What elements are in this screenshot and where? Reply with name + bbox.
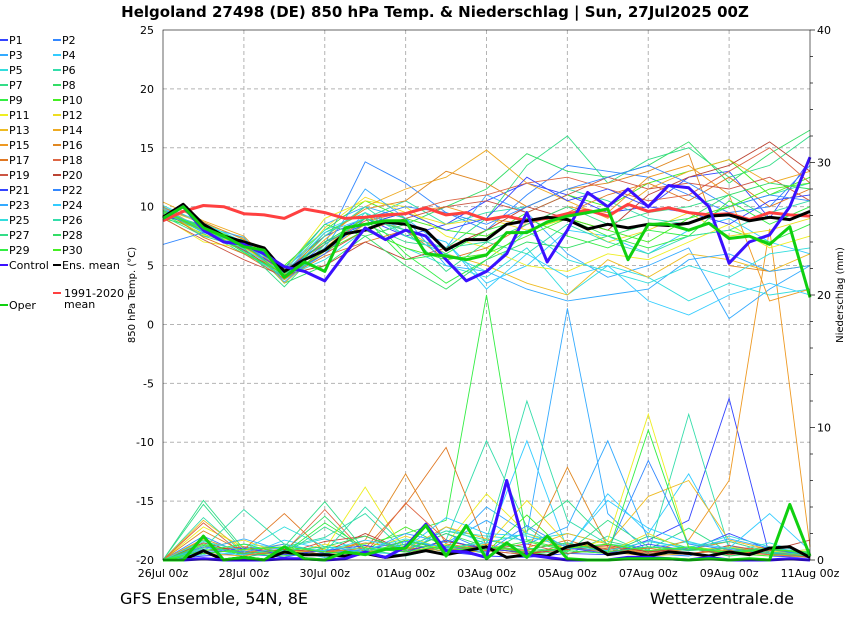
legend-label: P3	[9, 49, 23, 62]
temp-line-oper	[162, 205, 812, 298]
x-tick-label: 01Aug 00z	[376, 567, 435, 580]
x-tick-label: 07Aug 00z	[619, 567, 678, 580]
legend-label: 1991-2020 mean	[64, 287, 124, 311]
legend-label: P14	[62, 124, 83, 137]
y-right-tick-label: 40	[817, 24, 831, 37]
x-tick-label: 26Jul 00z	[138, 567, 189, 580]
y-tick-label: 15	[140, 142, 154, 155]
temp-line-ens-mean	[162, 202, 811, 273]
legend-label: P12	[62, 109, 83, 122]
legend-label: P1	[9, 34, 23, 47]
temp-line-p27	[162, 194, 811, 288]
legend-label: P22	[62, 184, 83, 197]
legend-label: P10	[62, 94, 83, 107]
legend-label: P8	[62, 79, 76, 92]
legend-label: Control	[9, 259, 49, 272]
legend-label: P13	[9, 124, 30, 137]
legend-label: P18	[62, 154, 83, 167]
x-tick-label: 09Aug 00z	[700, 567, 759, 580]
x-tick-label: 28Jul 00z	[219, 567, 270, 580]
legend-label: P21	[9, 184, 30, 197]
y-right-tick-label: 30	[817, 157, 831, 170]
precip-line-p23	[162, 439, 811, 561]
y-right-tick-label: 20	[817, 289, 831, 302]
legend-label: P4	[62, 49, 76, 62]
legend-label: P29	[9, 244, 30, 257]
y-tick-label: 0	[147, 318, 154, 331]
grid	[163, 30, 810, 560]
legend-label: P28	[62, 229, 83, 242]
legend-label: P11	[9, 109, 30, 122]
legend-label: Ens. mean	[62, 259, 120, 272]
legend-label: P24	[62, 199, 83, 212]
x-tick-label: 11Aug 00z	[781, 567, 840, 580]
y-right-tick-label: 0	[817, 554, 824, 567]
legend-label: Oper	[9, 299, 36, 312]
legend-label: P27	[9, 229, 30, 242]
legend-label: P19	[9, 169, 30, 182]
legend-label: P25	[9, 214, 30, 227]
y-axis-right-label: Niederschlag (mm)	[835, 247, 846, 343]
chart-title: Helgoland 27498 (DE) 850 hPa Temp. & Nie…	[121, 3, 749, 22]
legend-label: P30	[62, 244, 83, 257]
legend-label: P7	[9, 79, 23, 92]
temp-line-1991-2020-mean	[162, 202, 811, 223]
temp-line-p19	[162, 176, 811, 277]
legend-label: P20	[62, 169, 83, 182]
temperature-lines	[162, 129, 812, 320]
precip-line-oper	[163, 502, 812, 562]
y-tick-label: -20	[136, 554, 154, 567]
legend-label: P17	[9, 154, 30, 167]
legend-label: P26	[62, 214, 83, 227]
legend-label: P9	[9, 94, 23, 107]
x-tick-label: 03Aug 00z	[457, 567, 516, 580]
legend: P1 P2 P3 P4 P5 P6 P7 P8 P9 P10 P11 P12 P13 P14 P15 P16 P…	[0, 34, 124, 312]
y-right-tick-label: 10	[817, 422, 831, 435]
y-tick-label: -15	[136, 495, 154, 508]
footer-site: Wetterzentrale.de	[650, 589, 794, 608]
y-tick-label: 25	[140, 24, 154, 37]
legend-label: P6	[62, 64, 76, 77]
legend-label: P16	[62, 139, 83, 152]
y-tick-label: -5	[143, 377, 154, 390]
x-tick-label: 05Aug 00z	[538, 567, 597, 580]
y-tick-label: -10	[136, 436, 154, 449]
legend-label: P2	[62, 34, 76, 47]
legend-label: P15	[9, 139, 30, 152]
x-tick-label: 30Jul 00z	[299, 567, 350, 580]
y-tick-label: 20	[140, 83, 154, 96]
precipitation-lines	[162, 228, 812, 562]
legend-label: P23	[9, 199, 30, 212]
x-axis-label: Date (UTC)	[459, 585, 514, 596]
y-tick-label: 5	[147, 260, 154, 273]
y-tick-label: 10	[140, 201, 154, 214]
temp-line-p24	[162, 207, 811, 316]
y-axis-label: 850 hPa Temp. (°C)	[127, 247, 138, 343]
temp-line-p14	[162, 149, 811, 278]
precip-line-p25	[162, 526, 811, 561]
legend-label: P5	[9, 64, 23, 77]
footer-source: GFS Ensemble, 54N, 8E	[120, 589, 308, 608]
